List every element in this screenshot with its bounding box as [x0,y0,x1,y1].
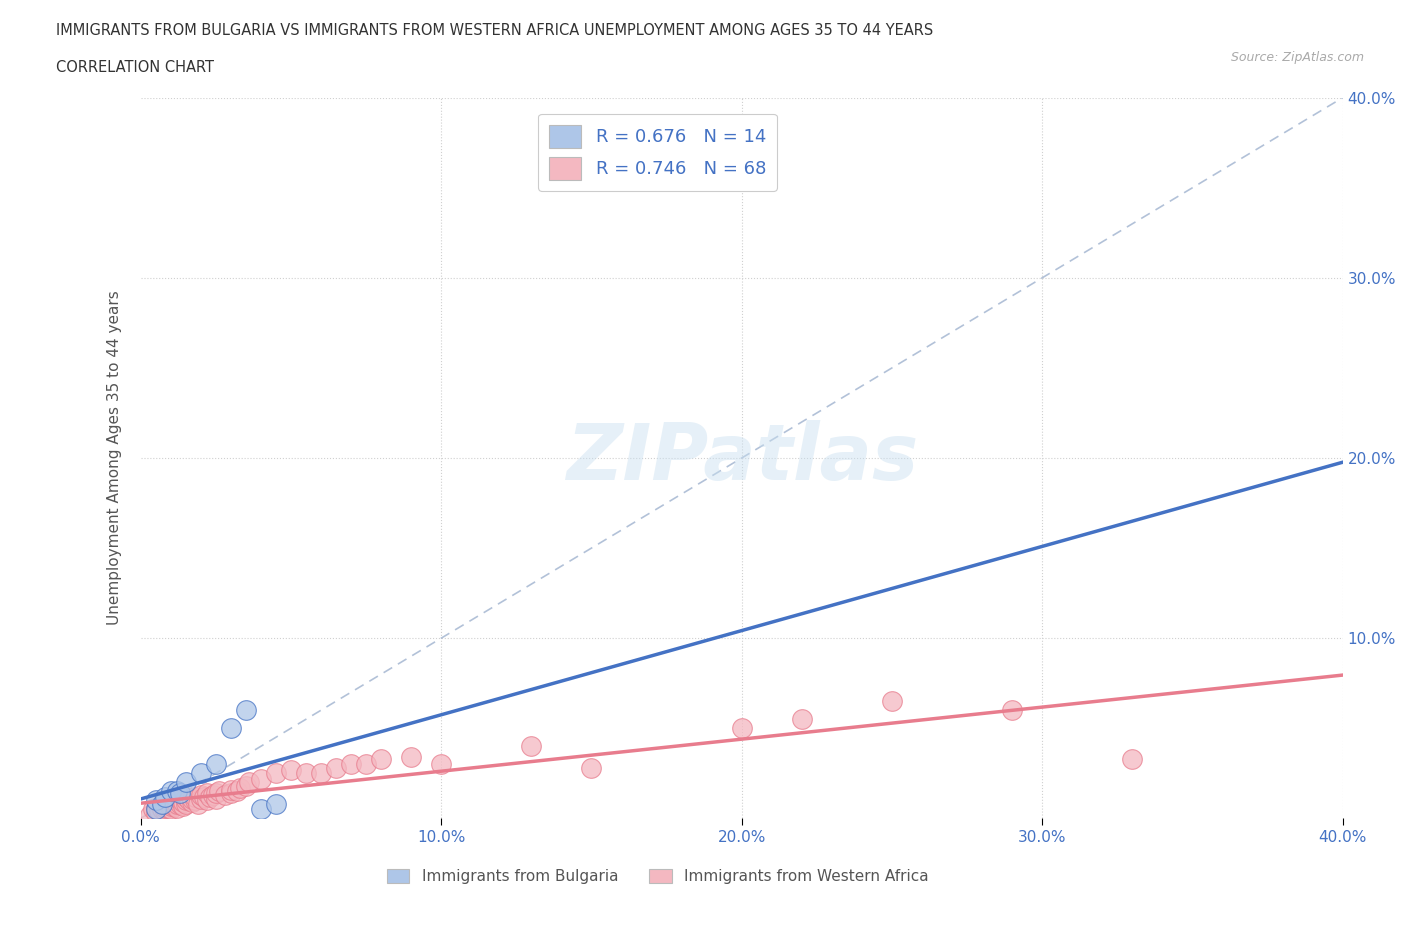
Point [174,793,197,808]
Point [264,766,287,781]
Point [166,800,188,815]
Point [229,780,252,795]
Point [430,757,453,772]
Point [142,802,165,817]
Point [340,757,363,772]
Text: Source: ZipAtlas.com: Source: ZipAtlas.com [1230,51,1364,64]
Point [159,802,181,817]
Point [264,796,287,811]
Point [180,791,202,806]
Point [225,784,247,799]
Point [153,790,176,804]
Point [295,766,318,781]
Point [195,793,218,808]
Point [156,796,179,811]
Point [150,796,173,811]
Point [219,782,242,797]
Point [235,778,257,793]
Point [156,800,179,815]
Point [153,804,176,818]
Point [145,805,167,820]
Point [166,793,188,808]
Point [148,804,170,818]
Text: CORRELATION CHART: CORRELATION CHART [56,60,214,75]
Point [145,793,167,808]
Point [145,800,167,815]
Point [235,703,257,718]
Point [581,761,603,776]
Point [180,795,202,810]
Point [174,775,197,790]
Point [520,738,543,753]
Point [208,784,231,799]
Point [250,802,273,817]
Point [198,790,221,804]
Point [166,796,188,811]
Text: ZIPatlas: ZIPatlas [565,420,918,496]
Point [1121,751,1143,766]
Point [204,757,226,772]
Point [195,786,218,801]
Point [145,802,167,817]
Legend: Immigrants from Bulgaria, Immigrants from Western Africa: Immigrants from Bulgaria, Immigrants fro… [381,863,935,890]
Point [190,788,212,803]
Point [172,795,194,810]
Point [201,788,224,803]
Point [163,796,186,811]
Point [159,798,181,813]
Point [214,788,236,803]
Point [880,694,903,709]
Point [166,784,188,799]
Point [238,775,260,790]
Point [219,786,242,801]
Point [150,802,173,817]
Point [174,796,197,811]
Point [169,796,191,811]
Point [183,790,205,804]
Point [153,800,176,815]
Point [163,798,186,813]
Point [174,790,197,804]
Y-axis label: Unemployment Among Ages 35 to 44 years: Unemployment Among Ages 35 to 44 years [107,291,122,625]
Point [204,791,226,806]
Point [204,786,226,801]
Point [177,793,200,808]
Point [169,786,191,801]
Text: IMMIGRANTS FROM BULGARIA VS IMMIGRANTS FROM WESTERN AFRICA UNEMPLOYMENT AMONG AG: IMMIGRANTS FROM BULGARIA VS IMMIGRANTS F… [56,23,934,38]
Point [159,784,181,799]
Point [138,807,160,822]
Point [159,795,181,810]
Point [153,796,176,811]
Point [399,750,422,764]
Point [150,796,173,811]
Point [354,757,377,772]
Point [193,790,215,804]
Point [190,791,212,806]
Point [250,771,273,786]
Point [169,793,191,808]
Point [190,766,212,781]
Point [280,763,302,777]
Point [325,761,347,776]
Point [370,751,392,766]
Point [187,796,209,811]
Point [309,766,332,781]
Point [172,798,194,813]
Point [1001,703,1024,718]
Point [219,721,242,736]
Point [731,721,754,736]
Point [790,711,813,726]
Point [183,793,205,808]
